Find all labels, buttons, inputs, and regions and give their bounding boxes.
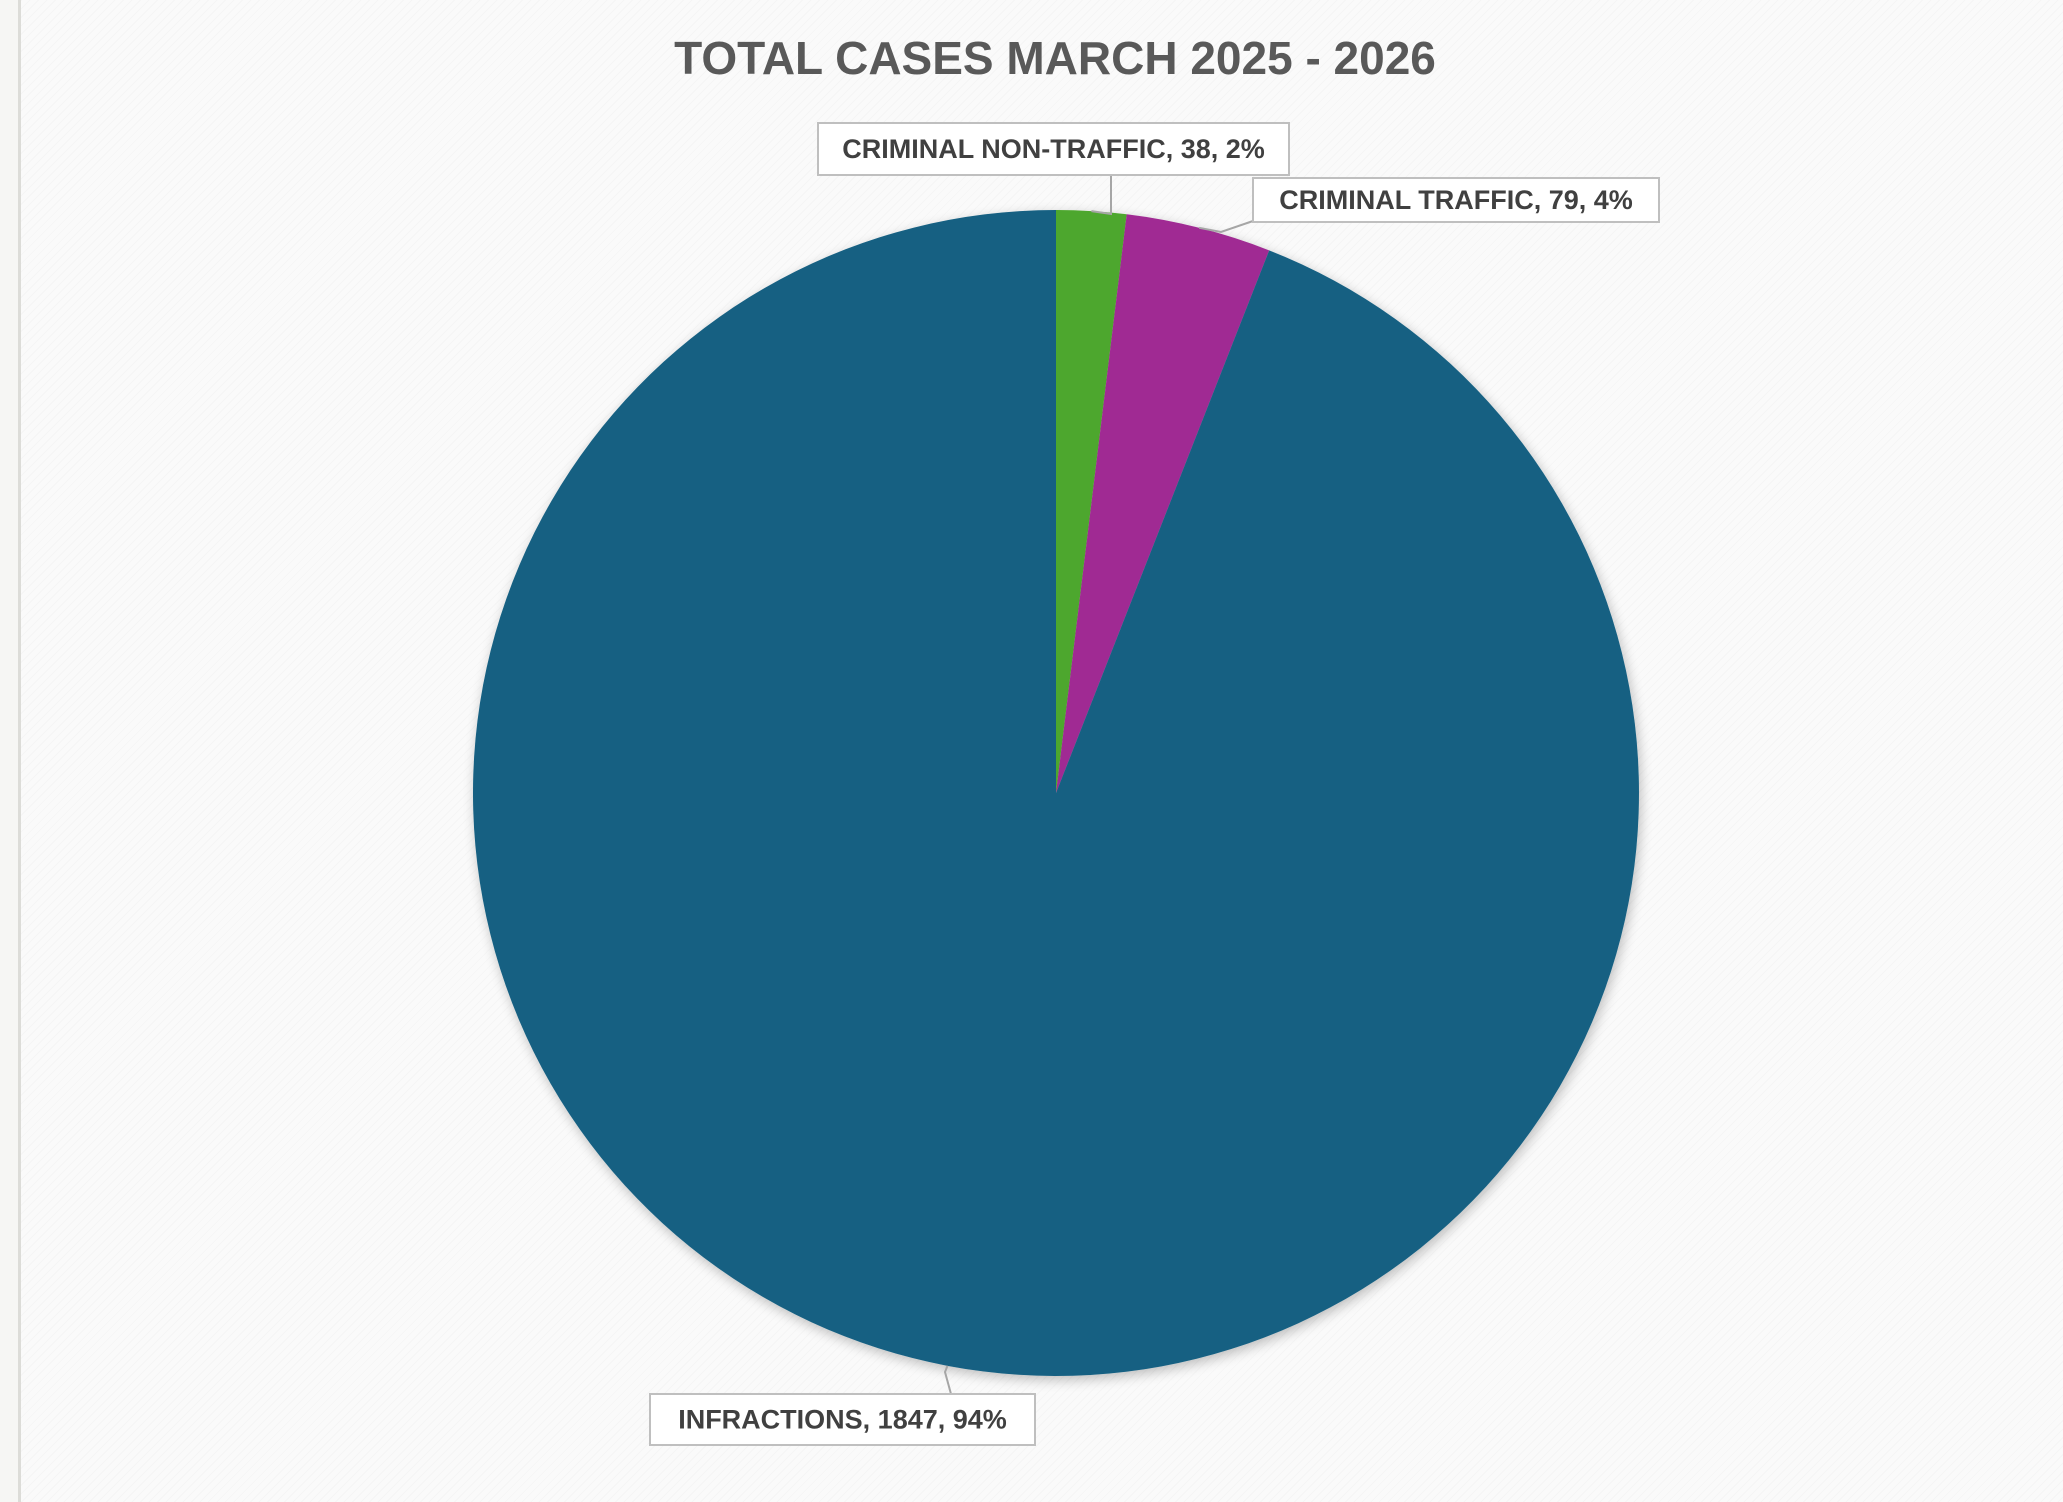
data-label-box	[649, 1393, 1036, 1446]
data-labels: CRIMINAL NON-TRAFFIC, 38, 2% CRIMINAL TRA…	[649, 122, 1660, 1446]
data-label-text: CRIMINAL TRAFFIC, 79, 4%	[1279, 185, 1633, 215]
chart-area: TOTAL CASES MARCH 2025 - 2026 CRIMINAL N…	[18, 0, 2063, 1502]
pie-slice-infractions	[472, 209, 1639, 1376]
data-label-criminal-traffic: CRIMINAL TRAFFIC, 79, 4%	[1252, 177, 1660, 223]
pie-slice-criminal-traffic	[1056, 214, 1270, 794]
data-label-text: CRIMINAL NON-TRAFFIC, 38, 2%	[842, 134, 1265, 164]
pie-chart: TOTAL CASES MARCH 2025 - 2026 CRIMINAL N…	[472, 32, 1660, 1446]
leader-lines	[943, 176, 1254, 1395]
pie-slices	[472, 209, 1639, 1376]
data-label-box	[817, 122, 1290, 176]
leader-line-criminal-traffic	[1198, 220, 1254, 234]
data-label-text: INFRACTIONS, 1847, 94%	[678, 1405, 1007, 1435]
leader-line-criminal-non-traffic	[1091, 176, 1112, 216]
data-label-box	[1252, 177, 1660, 223]
chart-title: TOTAL CASES MARCH 2025 - 2026	[674, 32, 1436, 84]
data-label-criminal-non-traffic: CRIMINAL NON-TRAFFIC, 38, 2%	[817, 122, 1290, 176]
leader-line-infractions	[943, 1365, 952, 1395]
pie-slice-criminal-non-traffic	[1056, 210, 1127, 793]
data-label-infractions: INFRACTIONS, 1847, 94%	[649, 1393, 1036, 1446]
